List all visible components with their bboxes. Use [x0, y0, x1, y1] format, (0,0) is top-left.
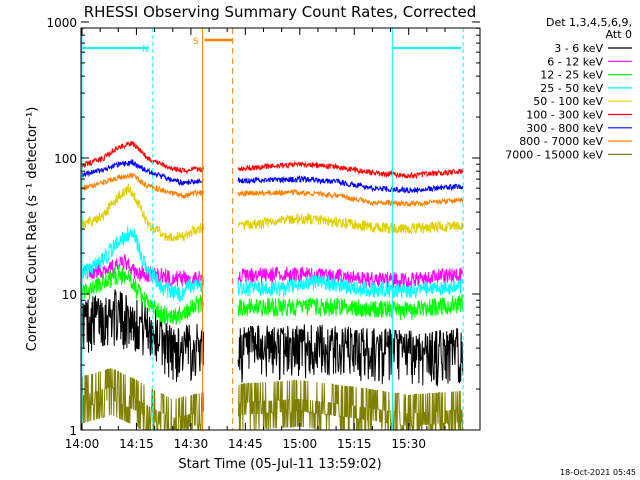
legend-label: 6 - 12 keV	[547, 55, 603, 68]
legend-title-line-2: Att 0	[606, 28, 632, 41]
x-tick-label: 14:45	[228, 437, 263, 451]
series-line-0	[81, 289, 204, 382]
saa-label: S	[193, 37, 199, 47]
legend-label: 50 - 100 keV	[533, 95, 603, 108]
axes: 14:00 14:15 14:30 14:45 15:00 15:15 15:30 1 10 10…	[46, 16, 480, 451]
series-line-5	[237, 160, 464, 180]
y-tick-label: 10	[62, 288, 77, 302]
series-line-7	[237, 188, 464, 208]
series-line-2	[81, 264, 204, 325]
series-line-6	[81, 158, 204, 187]
x-tick-label: 14:30	[174, 437, 209, 451]
x-tick-label: 15:30	[391, 437, 426, 451]
series-line-6	[237, 174, 464, 194]
y-axis-label: Corrected Count Rate (s⁻¹ detector⁻¹)	[25, 107, 40, 352]
series-line-8	[237, 379, 463, 431]
series-line-4	[237, 212, 464, 235]
x-tick-label: 14:00	[65, 437, 100, 451]
series-line-0	[237, 324, 464, 387]
annotation-layer: NS	[81, 28, 464, 430]
series-line-2	[237, 294, 464, 320]
series-line-7	[81, 172, 204, 199]
legend-label: 800 - 7000 keV	[519, 135, 603, 148]
legend-label: 7000 - 15000 keV	[505, 148, 603, 161]
y-tick-label: 100	[54, 152, 77, 166]
x-tick-label: 15:00	[283, 437, 318, 451]
y-tick-label: 1	[69, 424, 77, 438]
chart-title: RHESSI Observing Summary Count Rates, Co…	[84, 3, 477, 21]
series-line-3	[237, 273, 464, 299]
night-label: N	[142, 45, 149, 55]
series-line-1	[237, 266, 464, 290]
y-tick-label: 1000	[46, 16, 77, 30]
legend-label: 25 - 50 keV	[540, 82, 603, 95]
timestamp: 18-Oct-2021 05:45	[560, 468, 636, 477]
x-tick-label: 15:15	[337, 437, 372, 451]
series-line-8	[81, 368, 204, 432]
plot-area	[81, 141, 464, 432]
legend-label: 3 - 6 keV	[554, 42, 603, 55]
legend-label: 12 - 25 keV	[540, 69, 603, 82]
legend-label: 100 - 300 keV	[526, 109, 603, 122]
series-line-1	[81, 254, 204, 287]
legend-title-line-1: Det 1,3,4,5,6,9,	[546, 16, 632, 29]
x-axis-label: Start Time (05-Jul-11 13:59:02)	[178, 457, 381, 472]
series-line-3	[81, 226, 204, 302]
series-line-5	[81, 141, 204, 175]
legend-label: 300 - 800 keV	[526, 122, 603, 135]
series-line-4	[81, 183, 204, 242]
x-tick-label: 14:15	[119, 437, 154, 451]
